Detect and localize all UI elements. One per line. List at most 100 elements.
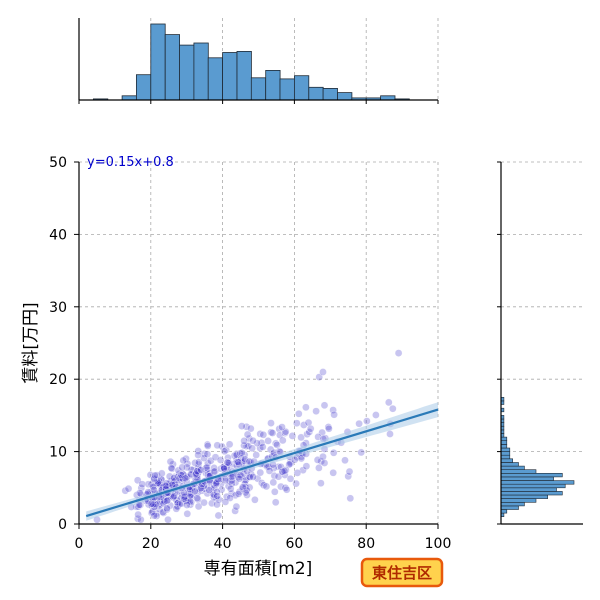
scatter-point	[278, 436, 287, 445]
scatter-point	[238, 448, 246, 457]
scatter-point	[164, 515, 172, 524]
scatter-point	[278, 468, 287, 476]
scatter-point	[253, 439, 261, 448]
scatter-point	[177, 499, 186, 508]
top-histogram-bar	[179, 44, 195, 101]
scatter-point	[299, 421, 308, 429]
scatter-point	[170, 474, 178, 483]
scatter-point	[157, 469, 166, 478]
scatter-point	[191, 459, 199, 467]
scatter-panel: 0 20 40 60 80 100 0 10 20 30 40 50 y=0.15x+0.8 専有面…	[21, 155, 451, 579]
scatter-point	[183, 509, 192, 518]
scatter-point	[169, 460, 177, 469]
scatter-point	[388, 404, 397, 413]
right-histogram-bar	[500, 494, 549, 499]
y-axis-label: 賃料[万円]	[21, 302, 41, 383]
scatter-point	[266, 445, 275, 454]
y-tick-label: 50	[49, 155, 67, 171]
scatter-point	[345, 467, 354, 476]
x-tick-label: 0	[75, 536, 84, 552]
x-tick-label: 80	[357, 536, 375, 552]
scatter-point	[357, 448, 366, 457]
scatter-point	[194, 468, 203, 477]
right-histogram-bar	[500, 476, 554, 481]
regression-equation: y=0.15x+0.8	[87, 155, 174, 170]
top-histogram-bar	[308, 86, 324, 101]
scatter-point	[293, 469, 302, 477]
scatter-point	[259, 430, 268, 439]
scatter-point	[320, 459, 329, 467]
right-histogram-bar	[500, 462, 519, 467]
scatter-point	[244, 442, 253, 450]
scatter-point	[138, 480, 146, 489]
scatter-point	[329, 406, 337, 414]
right-histogram-bar	[500, 469, 537, 474]
scatter-point	[256, 468, 265, 477]
scatter-point	[151, 471, 159, 480]
scatter-point	[303, 430, 311, 439]
x-tick-label: 100	[425, 536, 452, 552]
scatter-point	[200, 450, 209, 458]
right-histogram-bar	[500, 440, 508, 445]
scatter-point	[183, 501, 191, 509]
scatter-point	[341, 456, 349, 465]
x-tick-label: 60	[285, 536, 303, 552]
y-axis-ticks: 0 10 20 30 40 50	[49, 155, 79, 533]
scatter-point	[268, 429, 277, 437]
x-axis-ticks: 0 20 40 60 80 100	[75, 524, 452, 552]
scatter-point	[203, 450, 212, 459]
scatter-point	[394, 349, 403, 357]
top-histogram-bar	[279, 78, 295, 101]
scatter-point	[235, 487, 244, 496]
top-histogram	[78, 18, 439, 104]
scatter-point	[281, 471, 289, 479]
scatter-point	[179, 456, 188, 465]
scatter-point	[197, 466, 205, 474]
scatter-point	[150, 474, 158, 483]
scatter-point	[181, 474, 190, 483]
scatter-point	[223, 458, 232, 467]
scatter-point	[150, 511, 159, 520]
scatter-point	[267, 419, 275, 427]
right-histogram-bar	[500, 472, 563, 478]
scatter-point	[205, 486, 213, 495]
scatter-point	[213, 500, 221, 509]
right-histogram-bar	[500, 483, 566, 489]
scatter-point	[319, 368, 327, 376]
scatter-point	[177, 471, 186, 479]
scatter-point	[317, 479, 325, 488]
top-histogram-bar	[322, 88, 338, 101]
scatter-point	[225, 440, 234, 449]
top-histogram-ticks	[78, 100, 439, 104]
scatter-point	[167, 464, 176, 472]
scatter-point	[163, 496, 171, 505]
scatter-point	[249, 473, 257, 481]
right-histogram-bar	[500, 491, 563, 496]
y-tick-label: 10	[49, 445, 67, 461]
right-histogram-bar	[500, 451, 511, 456]
right-histogram-bars	[500, 396, 575, 517]
scatter-point	[246, 424, 255, 433]
scatter-point	[166, 457, 175, 466]
regression-confidence-band	[86, 402, 438, 521]
scatter-point	[237, 422, 246, 430]
scatter-point	[344, 472, 353, 481]
x-axis-label: 専有面積[m2]	[204, 559, 313, 579]
scatter-point	[297, 433, 305, 442]
scatter-point	[220, 464, 228, 473]
top-histogram-bar	[236, 51, 252, 101]
scatter-point	[245, 483, 254, 492]
scatter-point	[320, 401, 329, 410]
scatter-point	[204, 459, 212, 468]
y-tick-label: 40	[49, 227, 67, 243]
right-histogram-bar	[500, 436, 508, 442]
y-tick-label: 30	[49, 300, 67, 316]
scatter-point	[286, 459, 295, 468]
scatter-point	[355, 419, 363, 428]
scatter-point	[227, 479, 236, 488]
scatter-point	[133, 515, 142, 523]
scatter-point	[306, 424, 315, 433]
scatter-point	[267, 428, 275, 437]
scatter-point	[384, 398, 393, 407]
